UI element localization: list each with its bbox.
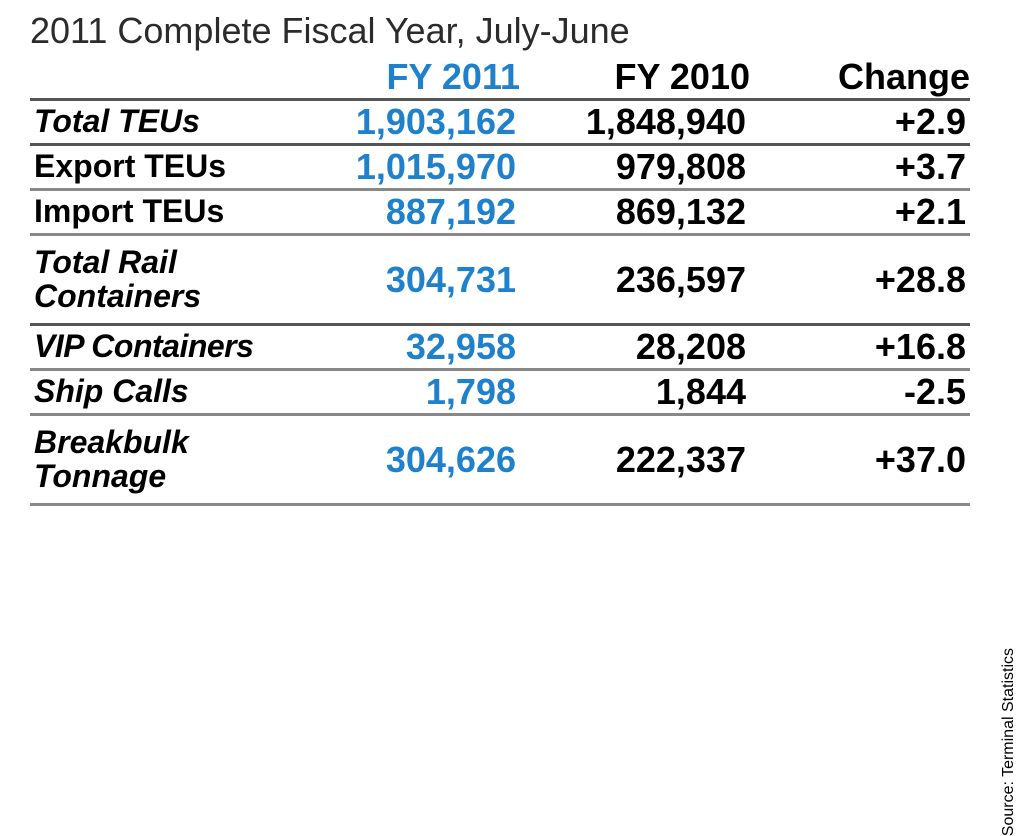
row-label: Total TEUs	[30, 100, 300, 145]
header-fy2011: FY 2011	[300, 56, 520, 100]
row-change: +2.9	[750, 100, 970, 145]
row-label: Export TEUs	[30, 145, 300, 190]
row-label: Ship Calls	[30, 370, 300, 415]
table-row: Total Rail Containers 304,731 236,597 +2…	[30, 235, 970, 325]
row-fy2011: 304,626	[300, 415, 520, 505]
row-label: Total Rail Containers	[30, 235, 300, 325]
row-fy2011: 1,903,162	[300, 100, 520, 145]
row-fy2010: 222,337	[520, 415, 750, 505]
table-row: Ship Calls 1,798 1,844 -2.5	[30, 370, 970, 415]
page-title: 2011 Complete Fiscal Year, July-June	[30, 10, 994, 52]
row-fy2011: 1,015,970	[300, 145, 520, 190]
header-fy2010: FY 2010	[520, 56, 750, 100]
table-row: Import TEUs 887,192 869,132 +2.1	[30, 190, 970, 235]
header-change: Change	[750, 56, 970, 100]
table-row: Total TEUs 1,903,162 1,848,940 +2.9	[30, 100, 970, 145]
row-fy2011: 304,731	[300, 235, 520, 325]
source-attribution: Source: Terminal Statistics	[1000, 648, 1018, 836]
row-fy2011: 887,192	[300, 190, 520, 235]
header-blank	[30, 56, 300, 100]
table-row: Breakbulk Tonnage 304,626 222,337 +37.0	[30, 415, 970, 505]
row-change: +2.1	[750, 190, 970, 235]
row-change: +37.0	[750, 415, 970, 505]
row-fy2010: 28,208	[520, 325, 750, 370]
row-label: VIP Containers	[30, 325, 300, 370]
row-change: +16.8	[750, 325, 970, 370]
row-change: -2.5	[750, 370, 970, 415]
table-row: Export TEUs 1,015,970 979,808 +3.7	[30, 145, 970, 190]
row-label: Breakbulk Tonnage	[30, 415, 300, 505]
fiscal-year-table: FY 2011 FY 2010 Change Total TEUs 1,903,…	[30, 56, 970, 506]
row-fy2011: 1,798	[300, 370, 520, 415]
row-label-text: Total Rail Containers	[34, 246, 264, 313]
row-label-text: Breakbulk Tonnage	[34, 426, 264, 493]
row-change: +3.7	[750, 145, 970, 190]
row-fy2010: 236,597	[520, 235, 750, 325]
row-label: Import TEUs	[30, 190, 300, 235]
table-row: VIP Containers 32,958 28,208 +16.8	[30, 325, 970, 370]
row-fy2011: 32,958	[300, 325, 520, 370]
table-header-row: FY 2011 FY 2010 Change	[30, 56, 970, 100]
row-fy2010: 1,844	[520, 370, 750, 415]
row-change: +28.8	[750, 235, 970, 325]
row-fy2010: 979,808	[520, 145, 750, 190]
row-fy2010: 869,132	[520, 190, 750, 235]
row-fy2010: 1,848,940	[520, 100, 750, 145]
